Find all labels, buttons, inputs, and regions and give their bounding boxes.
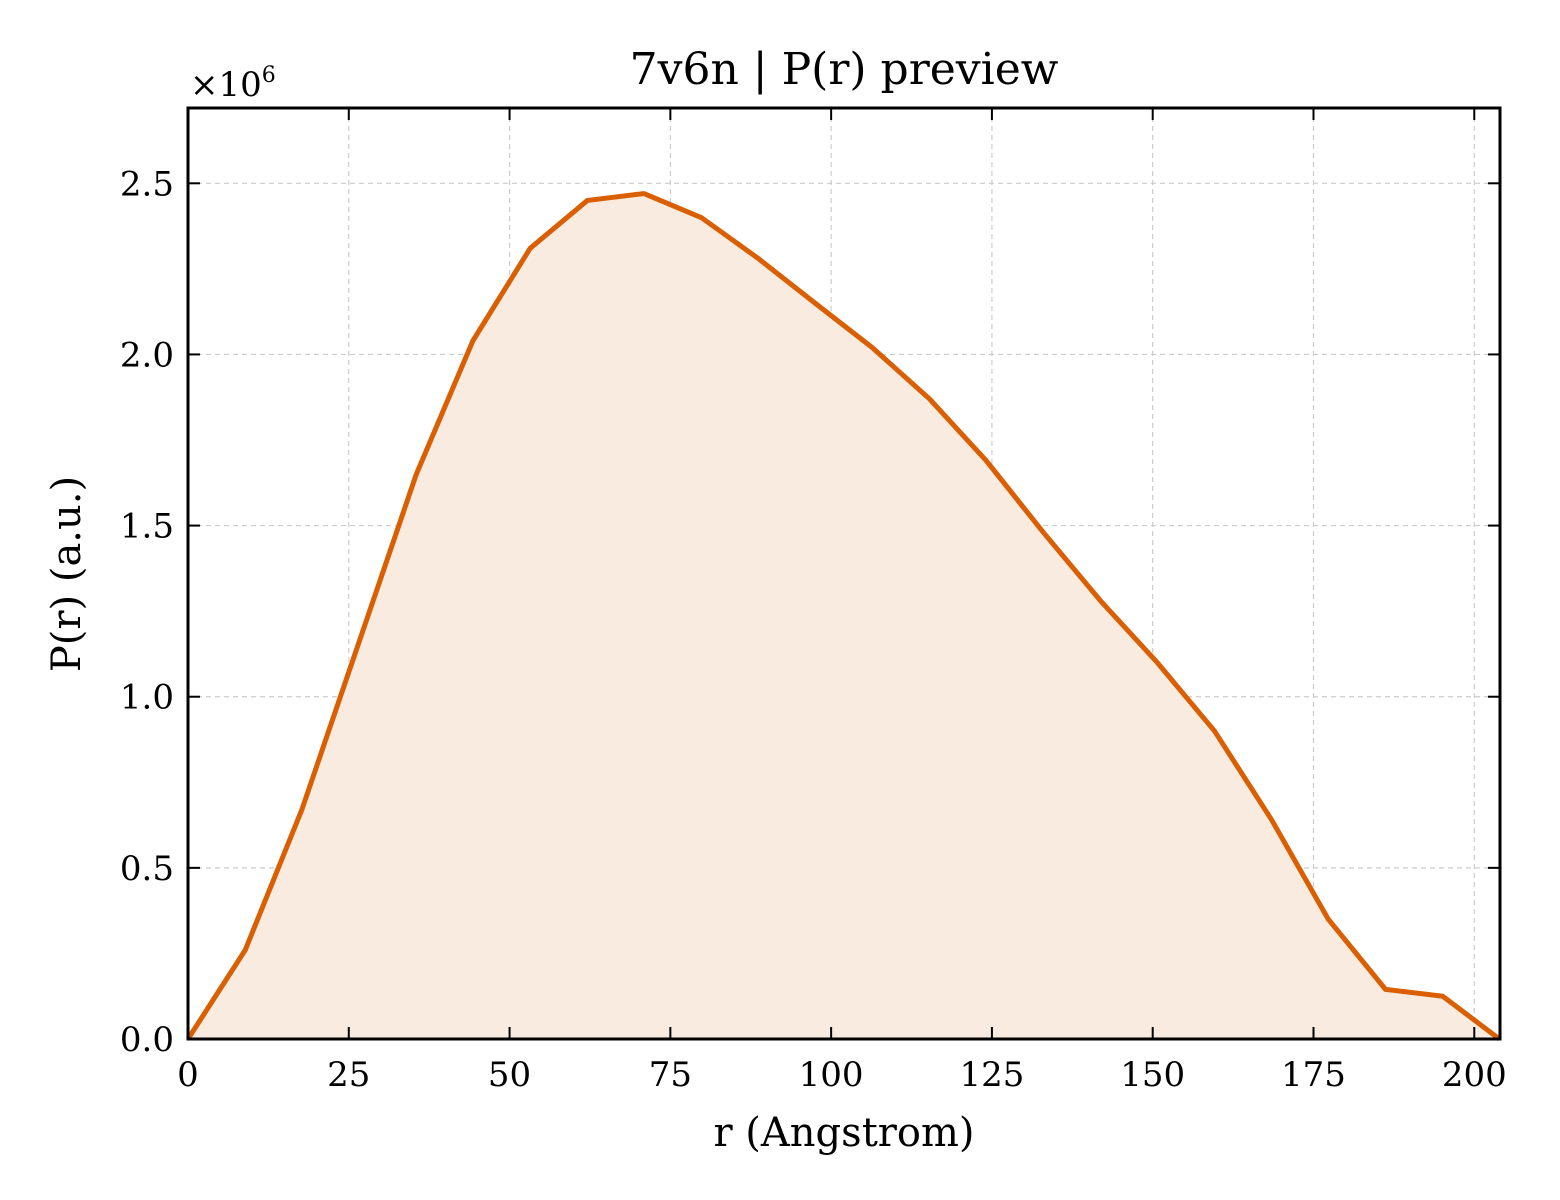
- x-tick-label: 75: [649, 1055, 692, 1095]
- x-tick-label: 100: [799, 1055, 864, 1095]
- y-tick-label: 2.5: [120, 164, 174, 204]
- y-tick-label: 0.0: [120, 1020, 174, 1060]
- area-fill: [188, 193, 1500, 1039]
- y-axis-offset-label: ×106: [190, 63, 276, 105]
- y-offset-base: ×10: [190, 65, 262, 105]
- series-line: [185, 191, 1501, 1041]
- x-tick-label: 50: [488, 1055, 531, 1095]
- y-axis-label: P(r) (a.u.): [44, 476, 90, 672]
- y-tick-label: 1.0: [120, 678, 174, 718]
- x-tick-label: 200: [1442, 1055, 1507, 1095]
- y-tick-label: 2.0: [120, 335, 174, 375]
- chart-title: 7v6n | P(r) preview: [630, 44, 1059, 95]
- x-tick-label: 175: [1281, 1055, 1346, 1095]
- x-tick-label: 0: [177, 1055, 199, 1095]
- y-tick-label: 0.5: [120, 849, 174, 889]
- x-axis-label: r (Angstrom): [713, 1110, 974, 1156]
- y-offset-exponent: 6: [262, 63, 276, 88]
- x-tick-label: 25: [327, 1055, 370, 1095]
- x-tick-label: 150: [1120, 1055, 1185, 1095]
- plot-frame: [186, 106, 1502, 1041]
- y-tick-labels: 0.0 0.5 1.0 1.5 2.0 2.5: [120, 164, 174, 1060]
- y-tick-label: 1.5: [120, 507, 174, 547]
- x-tick-label: 125: [959, 1055, 1024, 1095]
- x-tick-labels: 0 25 50 75 100 125 150 175 200: [177, 1055, 1507, 1095]
